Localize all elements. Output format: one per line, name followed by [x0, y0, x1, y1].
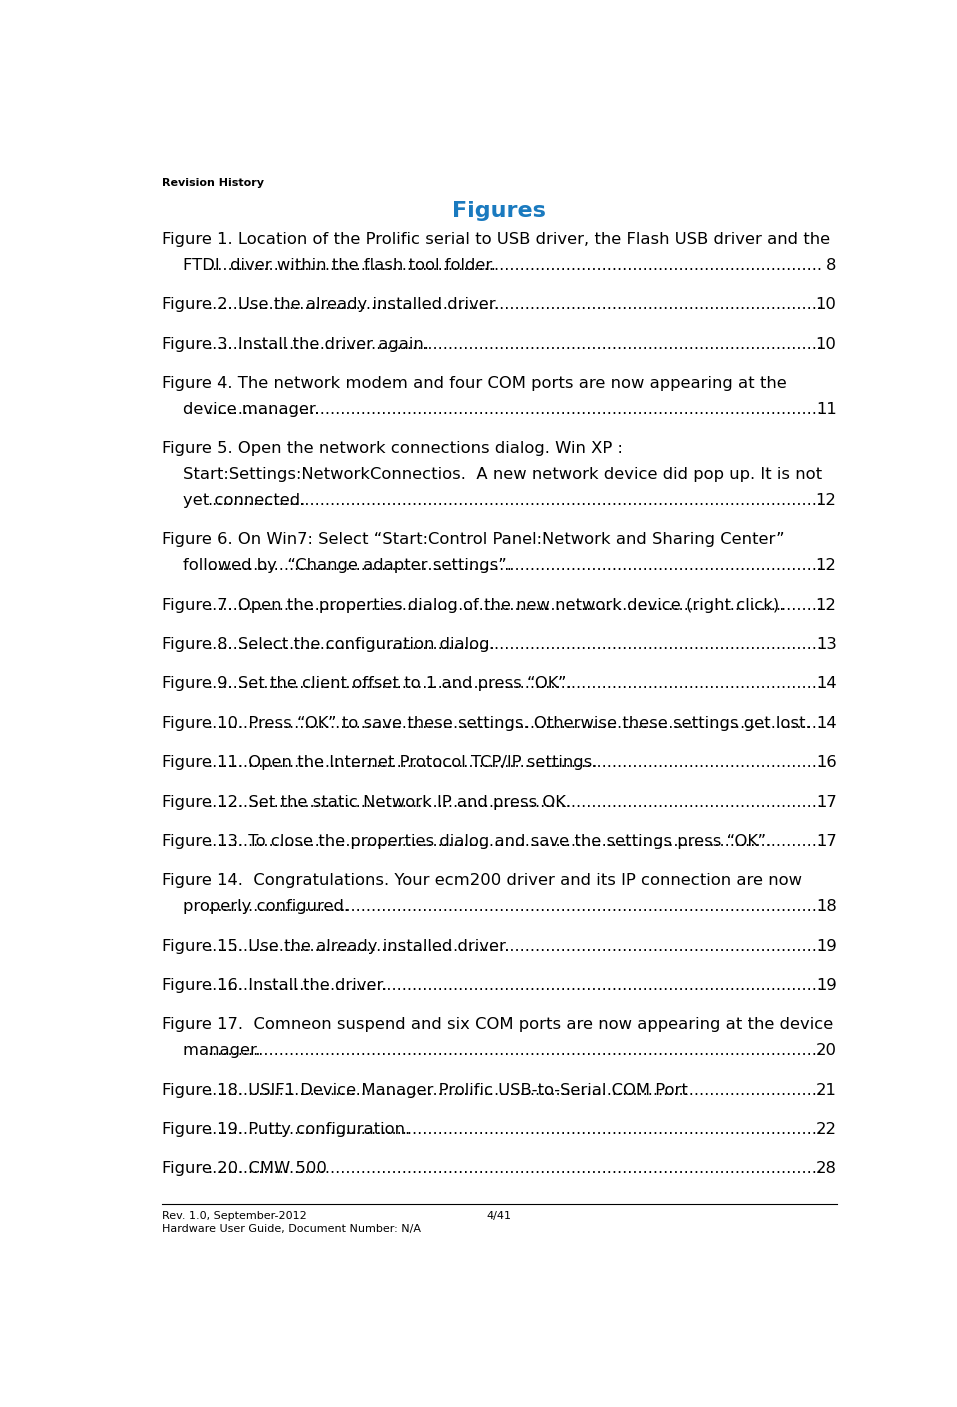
- Text: FTDI  diver within the flash tool folder.: FTDI diver within the flash tool folder.: [163, 257, 496, 273]
- Text: Figure 10. Press “OK” to save these settings. Otherwise these settings get lost.: Figure 10. Press “OK” to save these sett…: [163, 716, 811, 730]
- Text: followed by  “Change adapter settings”.: followed by “Change adapter settings”.: [163, 559, 512, 573]
- Text: 12: 12: [815, 598, 836, 612]
- Text: 12: 12: [815, 492, 836, 508]
- Text: 20: 20: [815, 1043, 836, 1058]
- Text: Figure 15. Use the already installed driver.: Figure 15. Use the already installed dri…: [163, 938, 510, 954]
- Text: Figure 7. Open the properties dialog of the new network device (right click).: Figure 7. Open the properties dialog of …: [163, 598, 785, 612]
- Text: 17: 17: [815, 834, 836, 848]
- Text: Figure 2. Use the already installed driver.: Figure 2. Use the already installed driv…: [163, 297, 500, 312]
- Text: Figure 20. CMW 500: Figure 20. CMW 500: [163, 1161, 327, 1176]
- Text: Figure 19. Putty configuration.: Figure 19. Putty configuration.: [163, 1121, 411, 1137]
- Text: ................................................................................: ........................................…: [208, 402, 823, 416]
- Text: 19: 19: [815, 938, 836, 954]
- Text: ................................................................................: ........................................…: [208, 834, 823, 848]
- Text: Figure 4. The network modem and four COM ports are now appearing at the: Figure 4. The network modem and four COM…: [163, 376, 787, 391]
- Text: ................................................................................: ........................................…: [208, 1043, 823, 1058]
- Text: Figure 11. Open the Internet Protocol TCP/IP settings.: Figure 11. Open the Internet Protocol TC…: [163, 756, 597, 770]
- Text: 22: 22: [815, 1121, 836, 1137]
- Text: Revision History: Revision History: [163, 179, 264, 189]
- Text: Rev. 1.0, September-2012: Rev. 1.0, September-2012: [163, 1210, 307, 1221]
- Text: ................................................................................: ........................................…: [208, 938, 823, 954]
- Text: Figure 17.  Comneon suspend and six COM ports are now appearing at the device: Figure 17. Comneon suspend and six COM p…: [163, 1017, 834, 1033]
- Text: ................................................................................: ........................................…: [208, 716, 823, 730]
- Text: 4/41: 4/41: [487, 1210, 512, 1221]
- Text: ................................................................................: ........................................…: [208, 677, 823, 691]
- Text: 10: 10: [815, 297, 836, 312]
- Text: 19: 19: [815, 978, 836, 993]
- Text: ................................................................................: ........................................…: [208, 756, 823, 770]
- Text: 16: 16: [815, 756, 836, 770]
- Text: Figure 5. Open the network connections dialog. Win XP :: Figure 5. Open the network connections d…: [163, 442, 623, 456]
- Text: ................................................................................: ........................................…: [208, 559, 823, 573]
- Text: Figure 18. USIF1 Device Manager Prolific USB-to-Serial COM Port: Figure 18. USIF1 Device Manager Prolific…: [163, 1082, 688, 1097]
- Text: Figure 6. On Win7: Select “Start:Control Panel:Network and Sharing Center”: Figure 6. On Win7: Select “Start:Control…: [163, 532, 785, 547]
- Text: Figure 14.  Congratulations. Your ecm200 driver and its IP connection are now: Figure 14. Congratulations. Your ecm200 …: [163, 874, 802, 888]
- Text: 17: 17: [815, 795, 836, 809]
- Text: ................................................................................: ........................................…: [208, 1161, 823, 1176]
- Text: ................................................................................: ........................................…: [208, 257, 823, 273]
- Text: 14: 14: [816, 716, 836, 730]
- Text: 14: 14: [816, 677, 836, 691]
- Text: ................................................................................: ........................................…: [208, 336, 823, 352]
- Text: Figure 3. Install the driver again.: Figure 3. Install the driver again.: [163, 336, 429, 352]
- Text: ................................................................................: ........................................…: [208, 637, 823, 651]
- Text: 8: 8: [826, 257, 836, 273]
- Text: ................................................................................: ........................................…: [208, 492, 823, 508]
- Text: ................................................................................: ........................................…: [208, 978, 823, 993]
- Text: manager.: manager.: [163, 1043, 260, 1058]
- Text: Figure 13. To close the properties dialog and save the settings press “OK”.: Figure 13. To close the properties dialo…: [163, 834, 771, 848]
- Text: Figure 9. Set the client offset to 1 and press “OK”.: Figure 9. Set the client offset to 1 and…: [163, 677, 572, 691]
- Text: ................................................................................: ........................................…: [208, 1082, 823, 1097]
- Text: ................................................................................: ........................................…: [208, 899, 823, 915]
- Text: yet connected.: yet connected.: [163, 492, 305, 508]
- Text: Figure 1. Location of the Prolific serial to USB driver, the Flash USB driver an: Figure 1. Location of the Prolific seria…: [163, 232, 831, 248]
- Text: ................................................................................: ........................................…: [208, 598, 823, 612]
- Text: 10: 10: [815, 336, 836, 352]
- Text: Figure 8. Select the configuration dialog.: Figure 8. Select the configuration dialo…: [163, 637, 495, 651]
- Text: 11: 11: [815, 402, 836, 416]
- Text: Figure 12. Set the static Network IP and press OK.: Figure 12. Set the static Network IP and…: [163, 795, 571, 809]
- Text: ................................................................................: ........................................…: [208, 1121, 823, 1137]
- Text: 13: 13: [815, 637, 836, 651]
- Text: ................................................................................: ........................................…: [208, 795, 823, 809]
- Text: properly configured.: properly configured.: [163, 899, 349, 915]
- Text: Figure 16. Install the driver.: Figure 16. Install the driver.: [163, 978, 388, 993]
- Text: 28: 28: [815, 1161, 836, 1176]
- Text: device manager.: device manager.: [163, 402, 320, 416]
- Text: ................................................................................: ........................................…: [208, 297, 823, 312]
- Text: 18: 18: [815, 899, 836, 915]
- Text: 12: 12: [815, 559, 836, 573]
- Text: Start:Settings:NetworkConnectios.  A new network device did pop up. It is not: Start:Settings:NetworkConnectios. A new …: [163, 467, 822, 483]
- Text: 21: 21: [815, 1082, 836, 1097]
- Text: Figures: Figures: [453, 201, 546, 221]
- Text: Hardware User Guide, Document Number: N/A: Hardware User Guide, Document Number: N/…: [163, 1224, 421, 1234]
